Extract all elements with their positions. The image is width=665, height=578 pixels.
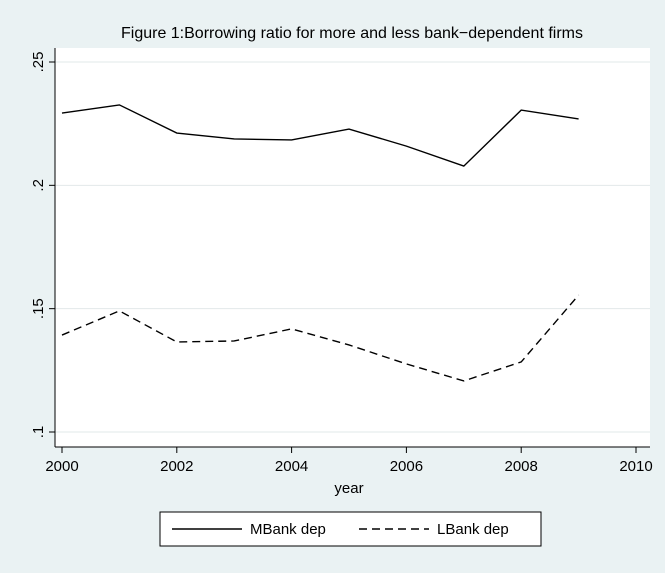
x-tick-label: 2010: [619, 458, 652, 475]
x-tick-label: 2002: [160, 458, 193, 475]
x-tick-label: 2008: [505, 458, 538, 475]
x-tick-label: 2004: [275, 458, 308, 475]
x-tick-label: 2000: [45, 458, 78, 475]
series-line: [61, 104, 579, 167]
y-tick-label: .25: [30, 52, 47, 73]
x-axis-label: year: [334, 480, 363, 497]
x-tick-label: 2006: [390, 458, 423, 475]
chart-title: Figure 1:Borrowing ratio for more and le…: [121, 25, 583, 42]
series-line: [61, 294, 580, 382]
y-tick-label: .1: [30, 426, 47, 439]
plot-area: [55, 48, 650, 447]
y-tick-label: .2: [30, 179, 47, 192]
y-tick-label: .15: [30, 298, 47, 319]
legend-label: MBank dep: [250, 521, 326, 538]
legend-label: LBank dep: [437, 521, 509, 538]
